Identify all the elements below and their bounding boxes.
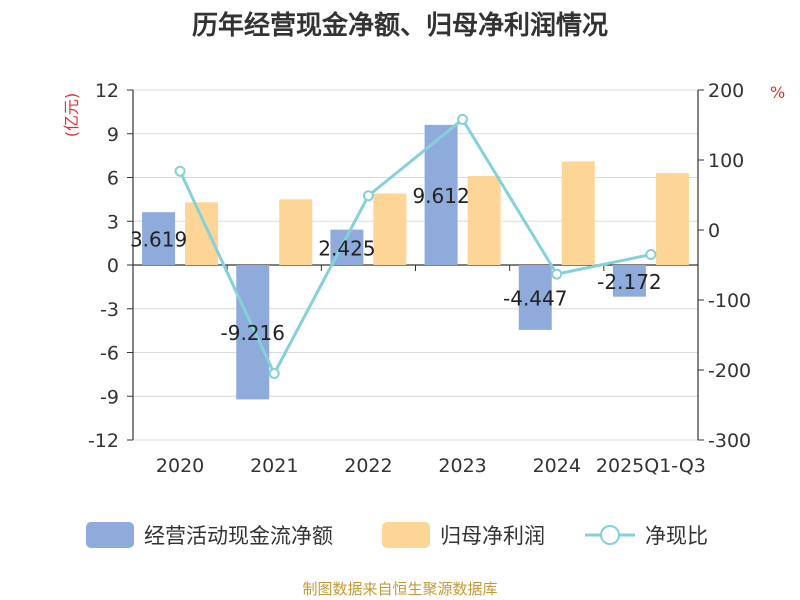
- cashflow-bar: [236, 265, 270, 400]
- ratio-point: [645, 249, 657, 260]
- right-tick-label: 200: [708, 80, 744, 102]
- data-labels: 3.619 -9.216 2.425 9.612 -4.447 -2.172: [130, 184, 662, 345]
- ratio-point: [268, 368, 280, 379]
- right-tick-label: -200: [708, 360, 751, 382]
- left-tick-label: -3: [100, 299, 119, 321]
- cashflow-bar: [424, 124, 458, 265]
- cashflow-data-label: 3.619: [130, 228, 187, 252]
- x-tick-label: 2025Q1-Q3: [596, 455, 706, 477]
- legend-label: 归母净利润: [440, 524, 545, 548]
- profit-bar: [373, 193, 407, 265]
- profit-bar: [185, 202, 219, 265]
- chart-title: 历年经营现金净额、归母净利润情况: [192, 10, 608, 41]
- cashflow-bar: [142, 212, 176, 265]
- legend: 经营活动现金流净额 归母净利润 净现比: [86, 522, 708, 548]
- cashflow-data-label: 2.425: [318, 236, 375, 260]
- ratio-point: [551, 268, 563, 280]
- cashflow-data-label: 9.612: [412, 184, 469, 208]
- cashflow-data-label: -4.447: [503, 286, 567, 310]
- ratio-point: [457, 113, 469, 125]
- ratio-line: [174, 113, 657, 379]
- left-tick-label: 3: [107, 211, 119, 233]
- left-tick-label: 6: [107, 168, 119, 190]
- profit-bar: [467, 176, 501, 265]
- left-tick-label: 9: [107, 124, 119, 146]
- x-tick-label: 2021: [250, 455, 298, 477]
- ratio-polyline: [178, 117, 652, 377]
- left-tick-label: -9: [100, 386, 119, 408]
- legend-marker: [600, 525, 620, 545]
- x-tick-label: 2020: [156, 455, 204, 477]
- left-axis-unit: (亿元): [62, 93, 81, 138]
- x-tick-label: 2022: [344, 455, 392, 477]
- legend-label: 净现比: [645, 524, 708, 548]
- tick-labels: 12 9 6 3 0 -3 -6 -9 -12 200 100 0 -100 -200 -300 2020 20…: [88, 80, 751, 477]
- cashflow-bar: [612, 265, 646, 297]
- right-axis-unit: %: [770, 83, 785, 102]
- ratio-point: [174, 165, 186, 177]
- bars: [142, 124, 689, 400]
- cashflow-data-label: -2.172: [597, 270, 661, 294]
- right-tick-label: -100: [708, 290, 751, 312]
- left-tick-label: -6: [100, 343, 119, 365]
- right-tick-label: 100: [708, 150, 744, 172]
- legend-swatch: [382, 522, 430, 548]
- legend-swatch: [86, 522, 134, 548]
- cashflow-bar: [518, 265, 552, 330]
- right-tick-label: 0: [708, 220, 720, 242]
- profit-bar: [561, 161, 595, 265]
- left-tick-label: -12: [88, 430, 119, 452]
- source-note: 制图数据来自恒生聚源数据库: [302, 580, 497, 598]
- x-tick-label: 2023: [438, 455, 486, 477]
- right-tick-label: -300: [708, 430, 751, 452]
- left-tick-label: 12: [95, 80, 119, 102]
- profit-bar: [655, 173, 689, 265]
- left-tick-label: 0: [107, 255, 119, 277]
- profit-bar: [279, 199, 313, 265]
- ratio-point: [362, 190, 374, 202]
- x-tick-label: 2024: [533, 455, 581, 477]
- legend-label: 经营活动现金流净额: [144, 524, 333, 548]
- cashflow-data-label: -9.216: [221, 321, 285, 345]
